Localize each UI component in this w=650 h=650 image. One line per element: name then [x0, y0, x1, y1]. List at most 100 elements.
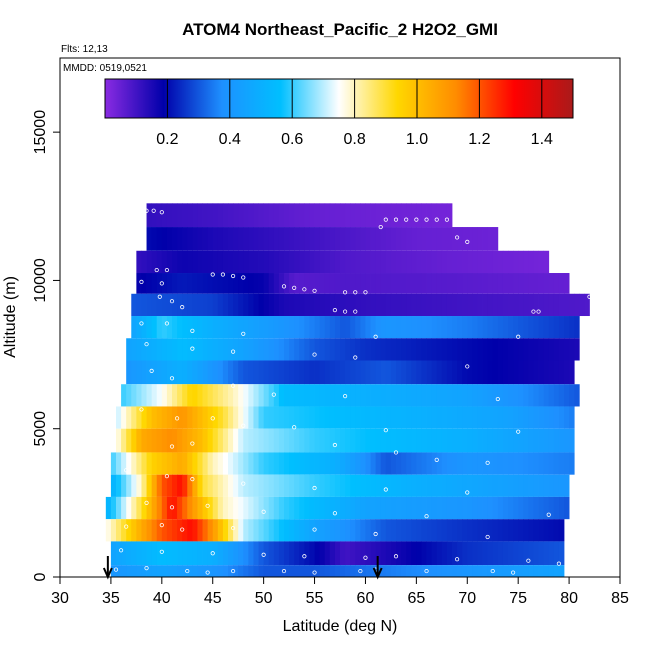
heatmap-cell — [278, 384, 285, 407]
heatmap-cell — [482, 428, 489, 453]
sample-point — [241, 481, 246, 486]
heatmap-cell — [436, 428, 443, 453]
heatmap-cell — [253, 406, 259, 429]
heatmap-cell — [446, 338, 453, 361]
heatmap-cell — [156, 496, 163, 520]
heatmap-cell — [156, 474, 163, 497]
heatmap-cell — [558, 273, 565, 294]
heatmap-cell — [492, 452, 499, 475]
heatmap-cell — [289, 316, 295, 339]
heatmap-cell — [156, 273, 163, 294]
heatmap-cell — [304, 250, 310, 274]
sample-point — [230, 349, 236, 354]
heatmap-cell — [446, 273, 453, 294]
sample-point — [210, 416, 215, 421]
heatmap-cell — [426, 541, 433, 566]
heatmap-cell — [406, 360, 412, 385]
sample-point — [302, 287, 307, 292]
heatmap-cell — [365, 338, 371, 361]
heatmap-cell — [192, 360, 198, 385]
heatmap-cell — [161, 293, 168, 317]
y-tick-label: 0 — [32, 572, 49, 581]
heatmap-cell — [329, 273, 336, 294]
heatmap-cell — [238, 384, 244, 407]
heatmap-cell — [222, 273, 229, 294]
heatmap-cell — [502, 474, 509, 497]
heatmap-cell — [380, 316, 387, 339]
heatmap-cell — [248, 316, 254, 339]
heatmap-cell — [385, 273, 392, 294]
colorbar-tick-label: 1.0 — [406, 131, 428, 148]
heatmap-cell — [543, 452, 550, 475]
heatmap-cell — [197, 203, 203, 228]
heatmap-cell — [258, 541, 265, 566]
heatmap-cell — [136, 406, 142, 429]
heatmap-cell — [380, 227, 387, 251]
heatmap-cell — [472, 227, 478, 251]
heatmap-cell — [406, 227, 412, 251]
heatmap-cell — [304, 227, 310, 251]
heatmap-cell — [472, 293, 478, 317]
heatmap-cell — [380, 428, 387, 453]
heatmap-cell — [538, 565, 545, 577]
heatmap-cell — [217, 360, 224, 385]
sample-point — [465, 364, 470, 369]
heatmap-cell — [406, 474, 412, 497]
heatmap-cell — [446, 203, 453, 228]
heatmap-cell — [462, 496, 468, 520]
heatmap-cell — [477, 338, 483, 361]
heatmap-cell — [462, 474, 468, 497]
heatmap-cell — [457, 293, 463, 317]
heatmap-cell — [569, 452, 575, 475]
heatmap-cell — [492, 565, 499, 577]
heatmap-cell — [396, 384, 402, 407]
heatmap-cell — [431, 496, 438, 520]
heatmap-cell — [131, 428, 137, 453]
heatmap-cell — [452, 496, 458, 520]
heatmap-cell — [278, 360, 285, 385]
heatmap-cell — [477, 565, 483, 577]
heatmap-cell — [268, 406, 275, 429]
heatmap-cell — [324, 541, 331, 566]
heatmap-cell — [243, 250, 249, 274]
heatmap-cell — [324, 474, 331, 497]
heatmap-cell — [380, 360, 387, 385]
heatmap-cell — [182, 203, 188, 228]
heatmap-cell — [370, 496, 377, 520]
heatmap-cell — [192, 227, 198, 251]
heatmap-cell — [345, 541, 351, 566]
heatmap-cell — [324, 452, 331, 475]
heatmap-cell — [533, 452, 539, 475]
heatmap-cell — [182, 273, 188, 294]
heatmap-cell — [263, 338, 270, 361]
heatmap-cell — [161, 496, 168, 520]
heatmap-cell — [558, 316, 565, 339]
heatmap-cell — [548, 360, 555, 385]
heatmap-cell — [518, 360, 524, 385]
heatmap-cell — [365, 474, 371, 497]
heatmap-cell — [294, 203, 300, 228]
heatmap-cell — [273, 406, 280, 429]
heatmap-cell — [385, 360, 392, 385]
heatmap-layer — [136, 250, 550, 274]
sample-point — [587, 294, 592, 299]
heatmap-cell — [462, 293, 468, 317]
heatmap-cell — [365, 406, 371, 429]
heatmap-cell — [289, 338, 295, 361]
heatmap-cell — [360, 406, 366, 429]
heatmap-cell — [543, 406, 550, 429]
heatmap-cell — [553, 316, 560, 339]
heatmap-cell — [202, 316, 209, 339]
heatmap-cell — [452, 406, 458, 429]
heatmap-cell — [487, 474, 494, 497]
heatmap-cell — [151, 360, 158, 385]
heatmap-cell — [299, 338, 305, 361]
heatmap-cell — [431, 273, 438, 294]
heatmap-cell — [462, 227, 468, 251]
heatmap-cell — [421, 565, 427, 577]
heatmap-cell — [350, 227, 356, 251]
heatmap-cell — [278, 541, 285, 566]
heatmap-cell — [467, 452, 473, 475]
heatmap-cell — [182, 250, 188, 274]
heatmap-cell — [243, 384, 249, 407]
